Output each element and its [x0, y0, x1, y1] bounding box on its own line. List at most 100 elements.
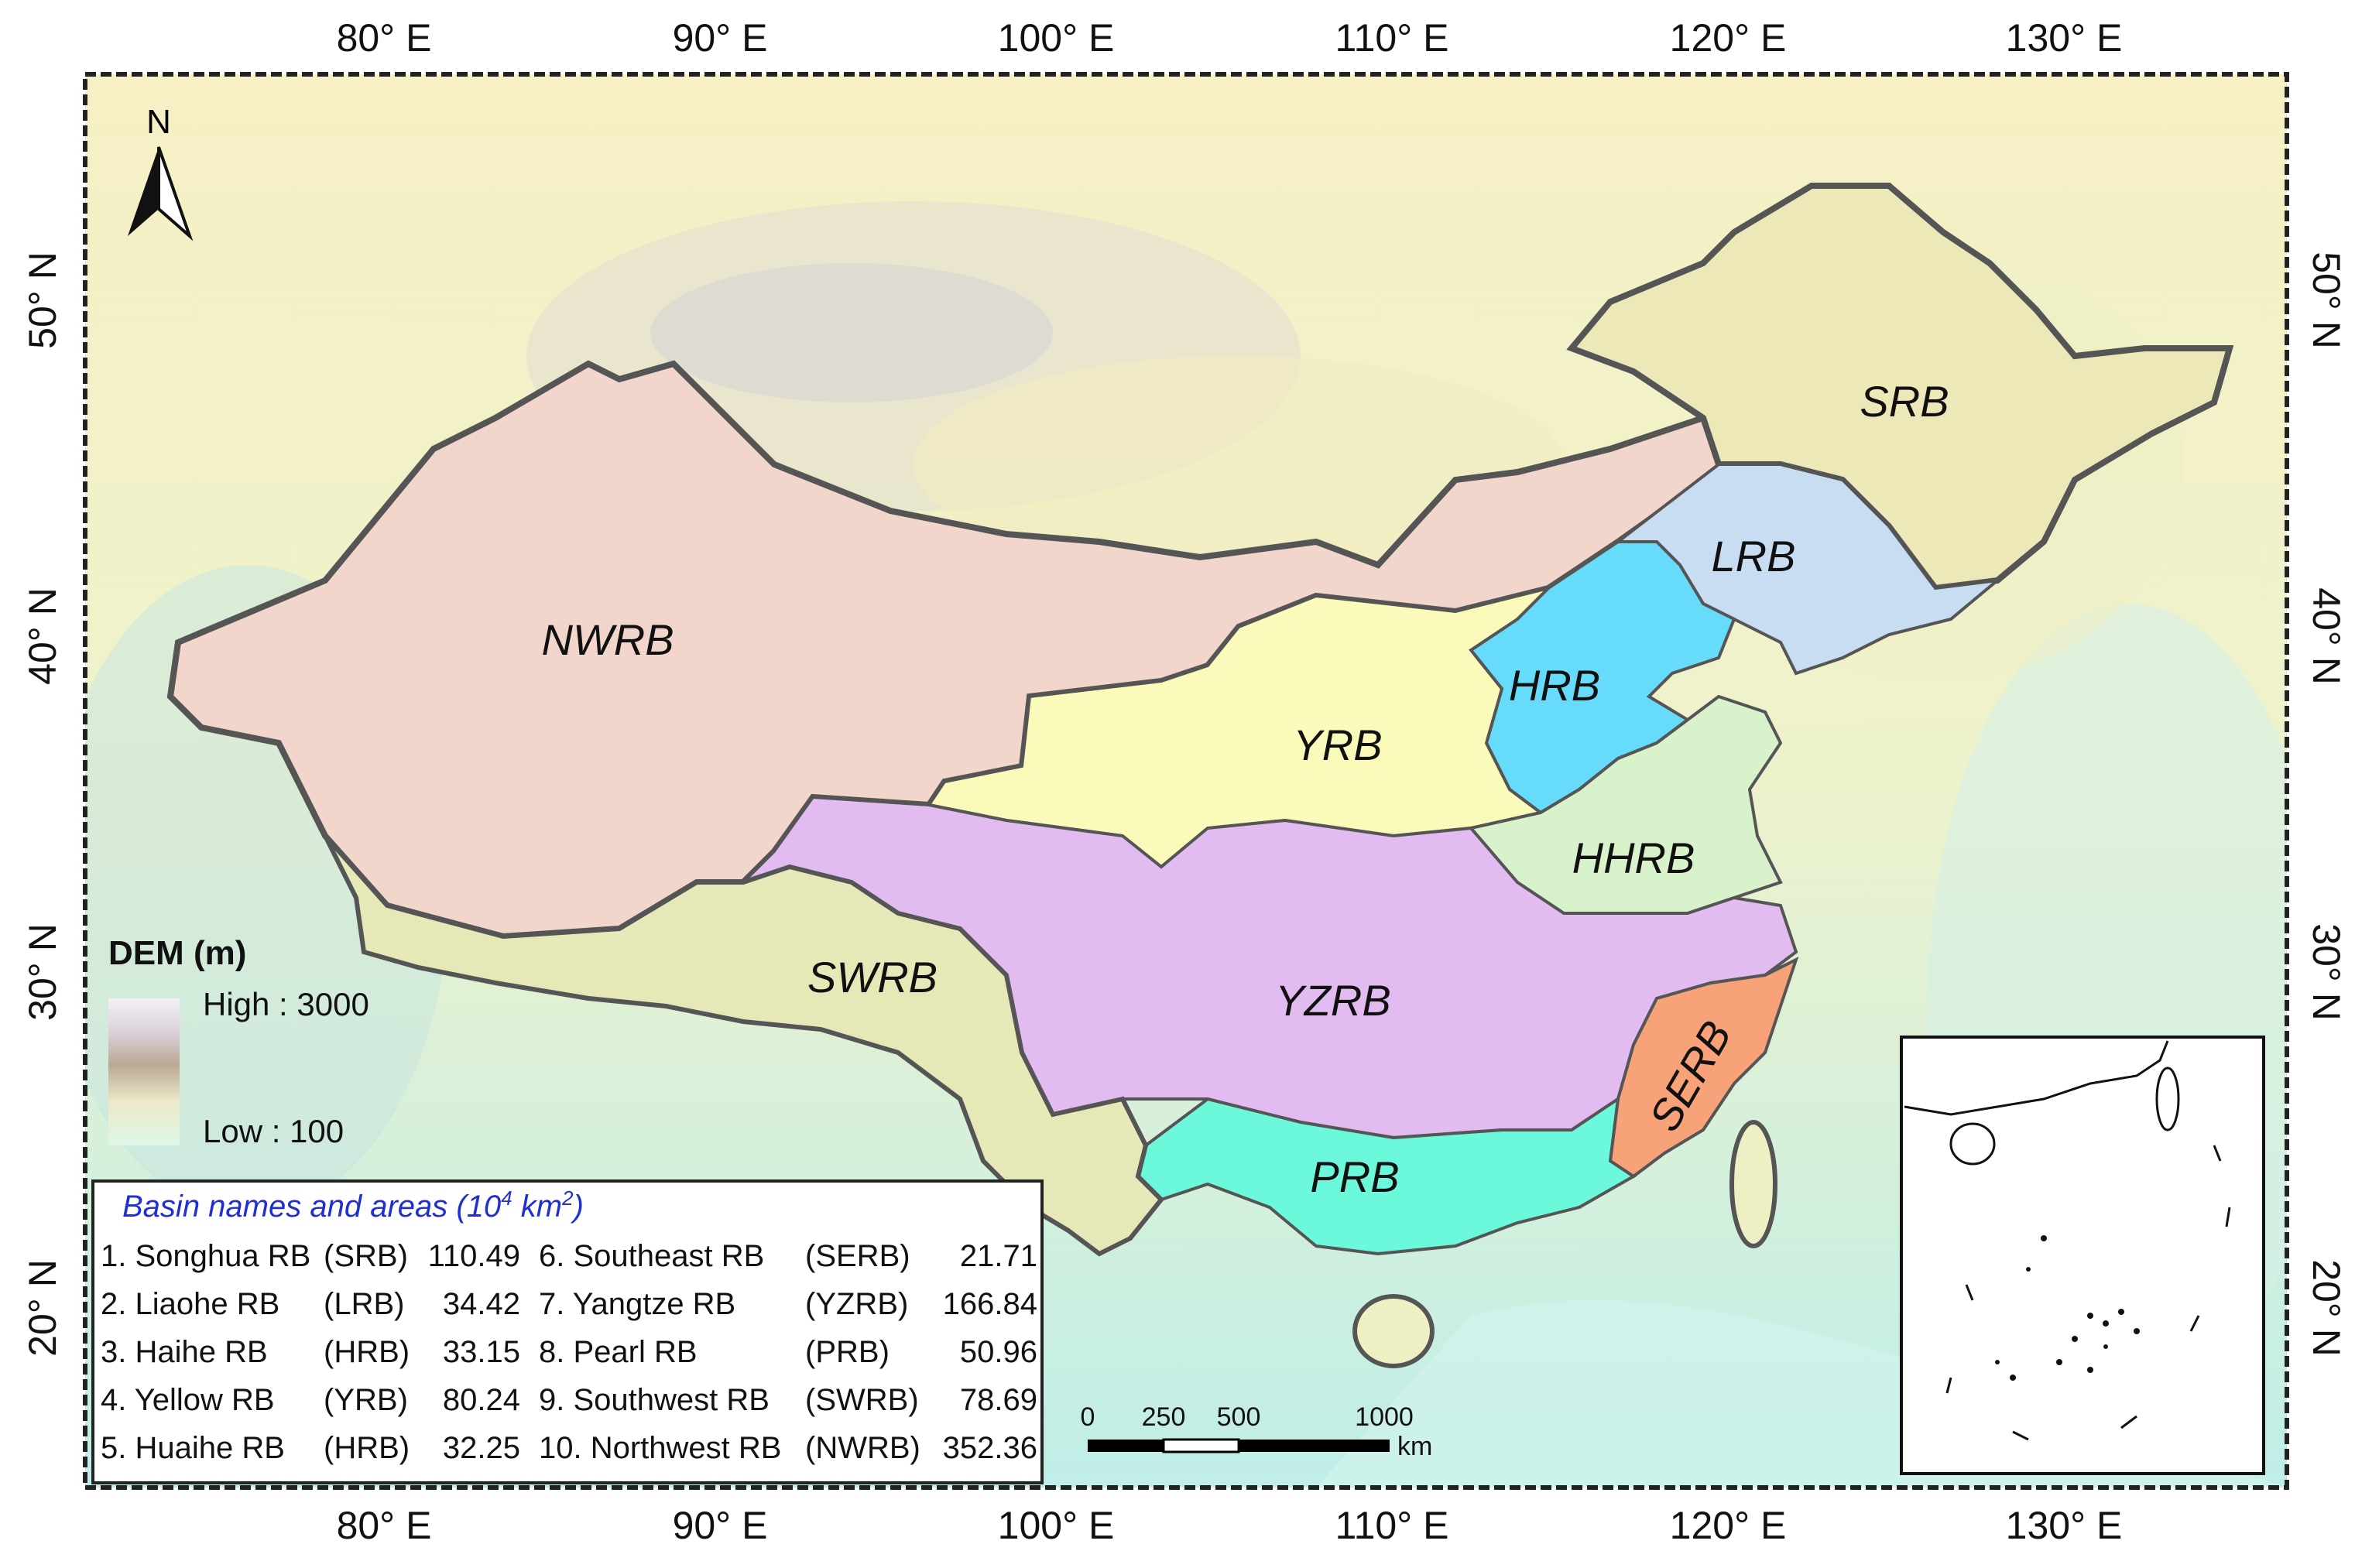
area-row-abbr: (SRB)	[324, 1239, 408, 1273]
north-arrow-label: N	[146, 103, 171, 141]
lat-tick-label: 20° N	[2305, 1259, 2348, 1357]
scale-tick-label: 500	[1217, 1402, 1261, 1432]
area-row-value: 50.96	[960, 1335, 1037, 1369]
lon-tick-label: 130° E	[2006, 1504, 2123, 1547]
area-row-name: 8. Pearl RB	[539, 1335, 698, 1369]
scale-segment-3	[1239, 1440, 1390, 1452]
area-row-abbr: (YZRB)	[805, 1287, 908, 1321]
lat-tick-label: 40° N	[2305, 587, 2348, 685]
map-frame	[83, 72, 2289, 1490]
basin-label-hhrb: HHRB	[1572, 834, 1695, 882]
area-table-title: Basin names and areas (104 km2)	[122, 1186, 584, 1224]
inset-taiwan	[2155, 1066, 2180, 1131]
area-table-col-right: 6. Southeast RB (SERB) 21.71 7. Yangtze …	[539, 1239, 1037, 1465]
dem-legend: DEM (m) High : 3000 Low : 100	[108, 934, 369, 1149]
area-row-value: 80.24	[443, 1383, 520, 1417]
area-row-name: 7. Yangtze RB	[539, 1287, 735, 1321]
scale-segment-1	[1088, 1440, 1164, 1452]
south-china-sea-inset	[1900, 1036, 2265, 1475]
basin-label-hrb: HRB	[1509, 661, 1600, 710]
lon-tick-label: 90° E	[673, 16, 768, 60]
inset-hainan	[1949, 1122, 1996, 1166]
area-table-col-left: 1. Songhua RB (SRB) 110.49 2. Liaohe RB …	[101, 1239, 520, 1465]
north-arrow-icon	[128, 147, 159, 236]
area-row-abbr: (YRB)	[324, 1383, 408, 1417]
basin-srb-area	[1566, 183, 2234, 592]
north-arrow-icon-outline	[157, 146, 194, 241]
dem-color-ramp	[108, 998, 180, 1145]
area-row-value: 352.36	[943, 1431, 1037, 1465]
area-row-value: 110.49	[428, 1239, 520, 1273]
basin-label-yzrb: YZRB	[1275, 976, 1390, 1025]
scale-bar: 0 250 500 1000 km	[1081, 1402, 1433, 1461]
area-row-abbr: (LRB)	[324, 1287, 404, 1321]
area-row-name: 4. Yellow RB	[101, 1383, 275, 1417]
lon-tick-label: 110° E	[1335, 1504, 1449, 1547]
area-row-name: 1. Songhua RB	[101, 1239, 310, 1273]
lat-tick-label: 40° N	[21, 587, 64, 685]
dem-legend-low: Low : 100	[203, 1113, 344, 1149]
area-row-abbr: (NWRB)	[805, 1431, 920, 1465]
lon-tick-label: 100° E	[998, 16, 1115, 60]
basin-label-yrb: YRB	[1293, 721, 1382, 769]
north-arrow: N	[128, 103, 194, 241]
lat-ticks-left: 50° N 40° N 30° N 20° N	[21, 252, 64, 1357]
area-row-abbr: (PRB)	[805, 1335, 890, 1369]
area-row-value: 78.69	[960, 1383, 1037, 1417]
taiwan-island	[1729, 1120, 1777, 1248]
area-row-name: 9. Southwest RB	[539, 1383, 770, 1417]
area-row-value: 21.71	[960, 1239, 1037, 1273]
lat-tick-label: 50° N	[21, 252, 64, 349]
inset-islands	[1995, 1235, 2140, 1381]
inset-coastline	[1904, 1040, 2169, 1116]
basin-label-srb: SRB	[1860, 377, 1949, 426]
area-row-value: 34.42	[443, 1287, 520, 1321]
lon-tick-label: 80° E	[337, 1504, 432, 1547]
area-row-abbr: (SWRB)	[805, 1383, 919, 1417]
lon-tick-label: 130° E	[2006, 16, 2123, 60]
basin-swrb-area	[323, 834, 1165, 1257]
basin-label-lrb: LRB	[1712, 532, 1796, 580]
lat-tick-label: 30° N	[21, 923, 64, 1021]
lon-tick-label: 100° E	[998, 1504, 1115, 1547]
area-row-abbr: (HRB)	[324, 1431, 410, 1465]
lat-tick-label: 30° N	[2305, 923, 2348, 1021]
basin-area-table: Basin names and areas (104 km2) 1. Songh…	[91, 1179, 1044, 1484]
inset-frame	[1900, 1036, 2265, 1475]
basin-prb-area	[1136, 1095, 1637, 1256]
scale-segment-2	[1162, 1438, 1240, 1453]
lon-tick-label: 80° E	[337, 16, 432, 60]
lon-tick-label: 120° E	[1670, 16, 1787, 60]
lat-tick-label: 50° N	[2305, 252, 2348, 349]
basin-polygons	[166, 183, 2234, 1368]
lon-ticks-bottom: 80° E 90° E 100° E 110° E 120° E 130° E	[337, 1504, 2123, 1547]
area-row-name: 3. Haihe RB	[101, 1335, 268, 1369]
area-row-abbr: (HRB)	[324, 1335, 410, 1369]
hainan-island	[1352, 1294, 1435, 1368]
lon-tick-label: 110° E	[1335, 16, 1449, 60]
lon-tick-label: 90° E	[673, 1504, 768, 1547]
basin-label-nwrb: NWRB	[541, 615, 674, 664]
area-row-value: 32.25	[443, 1431, 520, 1465]
area-row-abbr: (SERB)	[805, 1239, 910, 1273]
area-row-name: 6. Southeast RB	[539, 1239, 764, 1273]
area-row-name: 10. Northwest RB	[539, 1431, 781, 1465]
scale-unit: km	[1397, 1432, 1432, 1461]
basin-label-prb: PRB	[1310, 1152, 1399, 1201]
lat-ticks-right: 50° N 40° N 30° N 20° N	[2305, 252, 2348, 1357]
lat-tick-label: 20° N	[21, 1259, 64, 1357]
area-row-value: 33.15	[443, 1335, 520, 1369]
inset-nine-dash-line	[1945, 1145, 2231, 1441]
dem-legend-title: DEM (m)	[108, 934, 246, 972]
area-row-name: 2. Liaohe RB	[101, 1287, 279, 1321]
basin-label-swrb: SWRB	[807, 953, 938, 1001]
dem-legend-high: High : 3000	[203, 986, 369, 1022]
scale-tick-label: 250	[1142, 1402, 1186, 1432]
lon-tick-label: 120° E	[1670, 1504, 1787, 1547]
area-table-box	[91, 1179, 1044, 1484]
scale-tick-label: 1000	[1355, 1402, 1414, 1432]
lon-ticks-top: 80° E 90° E 100° E 110° E 120° E 130° E	[337, 16, 2123, 60]
scale-tick-label: 0	[1081, 1402, 1095, 1432]
area-row-value: 166.84	[943, 1287, 1037, 1321]
